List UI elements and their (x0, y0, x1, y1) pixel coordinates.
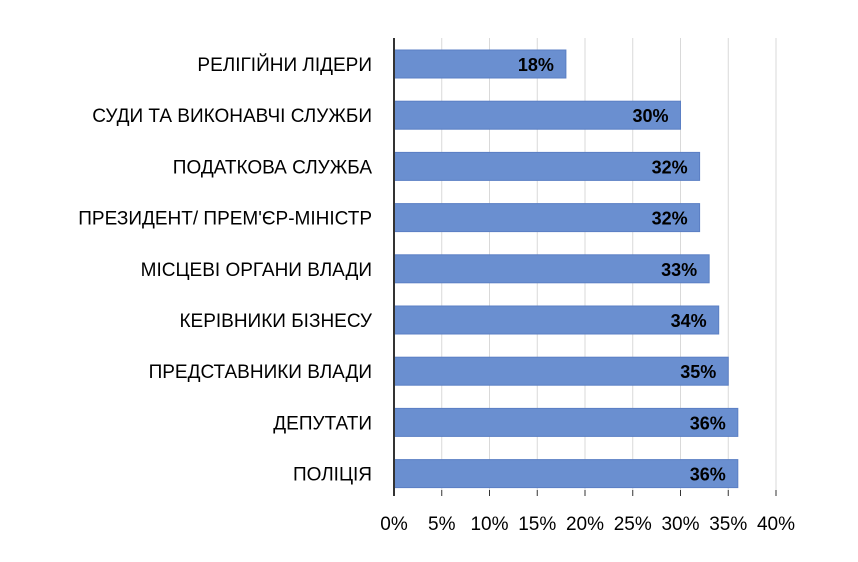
category-label: ДЕПУТАТИ (273, 413, 372, 434)
x-tick-label: 20% (566, 514, 604, 535)
data-label: 35% (680, 362, 716, 382)
x-tick-label: 10% (470, 514, 508, 535)
bar (393, 100, 681, 130)
bar (393, 356, 729, 386)
category-label: СУДИ ТА ВИКОНАВЧІ СЛУЖБИ (92, 106, 372, 127)
category-label: МІСЦЕВІ ОРГАНИ ВЛАДИ (141, 260, 372, 281)
x-tick-label: 40% (757, 514, 795, 535)
data-label: 30% (632, 106, 668, 126)
bar (393, 305, 720, 335)
data-label: 33% (661, 260, 697, 280)
data-labels: 18% 30% 32% 32% 33% 34% 35% 36% 36% (518, 55, 726, 485)
data-label: 36% (690, 413, 726, 433)
x-axis: 0% 5% 10% 15% 20% 25% 30% 35% 40% (380, 490, 795, 535)
x-tick-label: 30% (661, 514, 699, 535)
data-label: 34% (671, 311, 707, 331)
category-labels: РЕЛІГІЙНИ ЛІДЕРИ СУДИ ТА ВИКОНАВЧІ СЛУЖБИ… (78, 54, 373, 486)
category-label: ПРЕЗИДЕНТ/ ПРЕМ'ЄР-МІНІСТР (78, 209, 372, 230)
bar (393, 203, 701, 233)
data-label: 32% (652, 157, 688, 177)
bar (393, 459, 739, 489)
data-label: 32% (652, 209, 688, 229)
x-tick-label: 35% (709, 514, 747, 535)
bar (393, 407, 739, 437)
data-label: 36% (690, 465, 726, 485)
category-label: ПОЛІЦІЯ (293, 465, 372, 486)
x-tick-label: 15% (518, 514, 556, 535)
bar (393, 254, 710, 284)
x-tick-label: 25% (614, 514, 652, 535)
category-label: ПРЕДСТАВНИКИ ВЛАДИ (149, 362, 372, 383)
bar (393, 151, 701, 181)
category-label: РЕЛІГІЙНИ ЛІДЕРИ (197, 54, 372, 76)
x-tick-label: 5% (428, 514, 456, 535)
bars (393, 49, 739, 489)
x-tick-label: 0% (380, 514, 408, 535)
category-label: ПОДАТКОВА СЛУЖБА (173, 157, 373, 178)
category-label: КЕРІВНИКИ БІЗНЕСУ (179, 311, 372, 332)
data-label: 18% (518, 55, 554, 75)
